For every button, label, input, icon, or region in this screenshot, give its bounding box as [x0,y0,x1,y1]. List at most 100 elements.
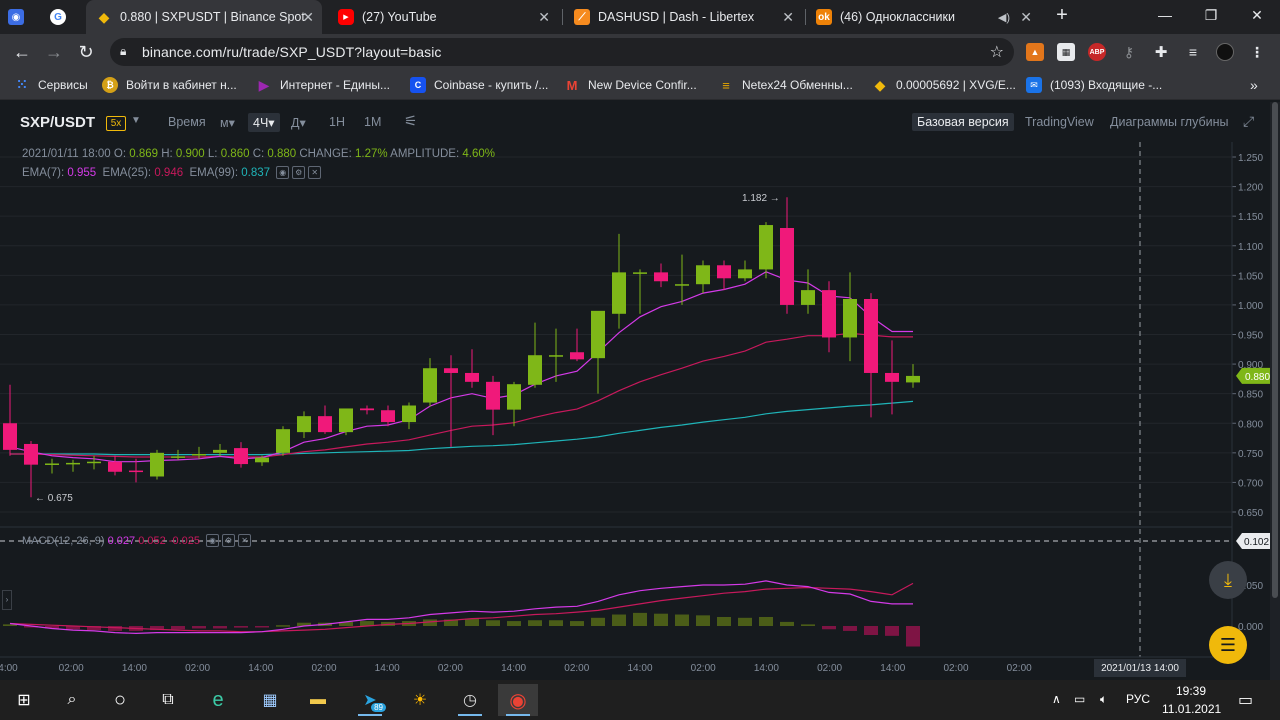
clock-time[interactable]: 19:39 [1176,684,1207,698]
macd-histogram-bar [66,626,80,630]
candle-up [255,457,269,463]
bookmark-label: New Device Confir... [588,78,697,92]
clock-app-icon[interactable]: ◷ [450,684,490,716]
chart-settings-icon[interactable]: ⚟ [404,113,418,130]
candle-up [612,272,626,314]
bookmark-item[interactable]: ✉ (1093) Входящие -... [1026,76,1162,94]
key-icon[interactable]: ⚷ [1123,43,1135,60]
tab-title: (27) YouTube [362,10,437,24]
minimize-button[interactable]: — [1158,7,1172,23]
bookmark-item[interactable]: C Coinbase - купить /... [410,76,548,94]
profile-avatar[interactable] [1216,43,1234,61]
close-tab-icon[interactable]: ✕ [302,8,314,25]
search-icon[interactable]: ⌕ [67,691,77,708]
macd-signal-line [9,582,914,633]
close-tab-icon[interactable]: ✕ [782,8,794,25]
menu-kebab-icon[interactable]: ⋮ [1250,43,1264,60]
address-bar[interactable]: 🔒︎ binance.com/ru/trade/SXP_USDT?layout=… [110,38,1014,66]
tab-pinned-app[interactable]: ◉ [8,0,40,34]
eye-icon[interactable]: ◉ [276,166,290,179]
calculator-icon[interactable]: ▦ [262,692,278,709]
gear-icon[interactable]: ⚙ [222,534,236,547]
tab-odnoklassniki[interactable]: ok (46) Одноклассники ◀) ✕ [808,0,1040,34]
address-url[interactable]: binance.com/ru/trade/SXP_USDT?layout=bas… [142,44,442,60]
legend-low-label: L: [207,148,218,160]
pair-dropdown-icon[interactable]: ▼ [131,115,141,126]
telegram-icon[interactable]: ➤ 89 [350,684,390,716]
chat-support-button[interactable]: ☰ [1209,626,1247,664]
bookmark-item[interactable]: ₿ Войти в кабинет н... [102,76,237,94]
interval-month[interactable]: 1М [364,115,382,129]
ohlc-legend: 2021/01/11 18:00 O: 0.869 H: 0.900 L: 0.… [22,148,495,160]
candle-up [276,429,290,453]
interval-minutes[interactable]: м▾ [220,116,235,130]
adblock-icon[interactable]: ABP [1088,43,1106,61]
macd-histogram-bar [486,620,500,626]
maximize-button[interactable]: ❐ [1204,6,1218,23]
binance-icon: ◆ [874,76,886,93]
bookmark-star-icon[interactable]: ☆ [989,44,1004,61]
chrome-icon[interactable]: ◉ [498,684,538,716]
more-bookmarks-button[interactable]: » [1250,77,1258,93]
interval-week[interactable]: 1Н [329,115,345,129]
volume-icon[interactable]: 🔈︎ [1100,692,1108,706]
view-depth-button[interactable]: Диаграммы глубины [1110,115,1229,129]
media-control-icon[interactable]: ≡ [1188,44,1198,60]
new-tab-button[interactable]: + [1056,3,1068,26]
taskview-icon[interactable]: ⧉ [162,691,174,708]
reload-icon[interactable]: ↻ [78,41,94,62]
back-icon[interactable]: ← [13,41,31,62]
weather-icon[interactable]: ☀ [412,692,428,709]
chart-panel[interactable]: SXP/USDT 5x ▼ Время м▾ 4Ч▾ Д▾ 1Н 1М ⚟ Ба… [0,102,1270,680]
tab-pinned-google[interactable]: G [50,0,82,34]
language-indicator[interactable]: РУС [1126,692,1151,706]
close-icon[interactable]: ✕ [308,166,322,179]
tab-binance[interactable]: ◆ 0.880 | SXPUSDT | Binance Spot ✕ [86,0,322,34]
view-basic-button[interactable]: Базовая версия [912,113,1014,131]
edge-icon[interactable]: e [212,688,224,711]
interval-4h[interactable]: 4Ч▾ [248,113,280,132]
bookmark-item[interactable]: ▶ Интернет - Едины... [256,76,390,94]
tab-libertex[interactable]: ⟋ DASHUSD | Dash - Libertex ✕ [566,0,802,34]
close-tab-icon[interactable]: ✕ [1020,8,1032,25]
bookmark-label: Сервисы [38,78,88,92]
macd-hist-value: -0.025 [168,534,200,547]
macd-histogram-bar [633,612,647,626]
pair-title[interactable]: SXP/USDT [20,114,96,131]
gear-icon[interactable]: ⚙ [292,166,306,179]
fullscreen-icon[interactable]: ⤢ [1243,113,1255,129]
expand-panel-icon[interactable]: › [2,590,12,610]
interval-day[interactable]: Д▾ [291,116,306,130]
explorer-icon[interactable]: ▬ [310,691,326,708]
network-icon[interactable]: ▭ [1074,692,1086,706]
start-icon[interactable]: ⊞ [17,692,31,709]
qr-code-icon[interactable]: ▦ [1057,43,1075,61]
notification-icon[interactable]: ▭ [1238,692,1254,709]
eye-icon[interactable]: ◉ [206,534,220,547]
time-label[interactable]: Время [168,115,206,129]
cortana-icon[interactable]: ○ [113,688,127,711]
clock-date[interactable]: 11.01.2021 [1162,702,1222,716]
macd-histogram-bar [654,613,668,626]
page-scrollbar[interactable] [1270,102,1280,680]
close-window-button[interactable]: ✕ [1251,6,1263,23]
bookmark-services[interactable]: ⁙ Сервисы [14,76,88,94]
speaker-icon[interactable]: ◀) [997,11,1010,24]
tray-overflow-icon[interactable]: ∧ [1052,692,1061,706]
scrollbar-thumb[interactable] [1272,102,1278,598]
tab-youtube[interactable]: ▶ (27) YouTube ✕ [328,0,558,34]
forward-icon[interactable]: → [45,41,63,62]
close-tab-icon[interactable]: ✕ [538,8,550,25]
bookmark-item[interactable]: ◆ 0.00005692 | XVG/E... [872,76,1016,94]
candlestick-chart[interactable]: 1.250 1.200 1.150 1.100 1.050 1.000 0.950 0.900… [0,102,1270,680]
x-tick-label: 02:00 [438,663,463,674]
download-app-button[interactable]: ⤓ [1209,561,1247,599]
view-tradingview-button[interactable]: TradingView [1025,115,1094,129]
bookmark-item[interactable]: M New Device Confir... [564,76,697,94]
metamask-icon[interactable]: ▲ [1026,43,1044,61]
y-tick-label: 1.100 [1238,242,1263,253]
extensions-puzzle-icon[interactable]: ✚ [1154,44,1168,61]
bookmark-item[interactable]: ≡ Netex24 Обменны... [718,76,853,94]
candle-down [654,272,668,282]
close-icon[interactable]: ✕ [238,534,252,547]
